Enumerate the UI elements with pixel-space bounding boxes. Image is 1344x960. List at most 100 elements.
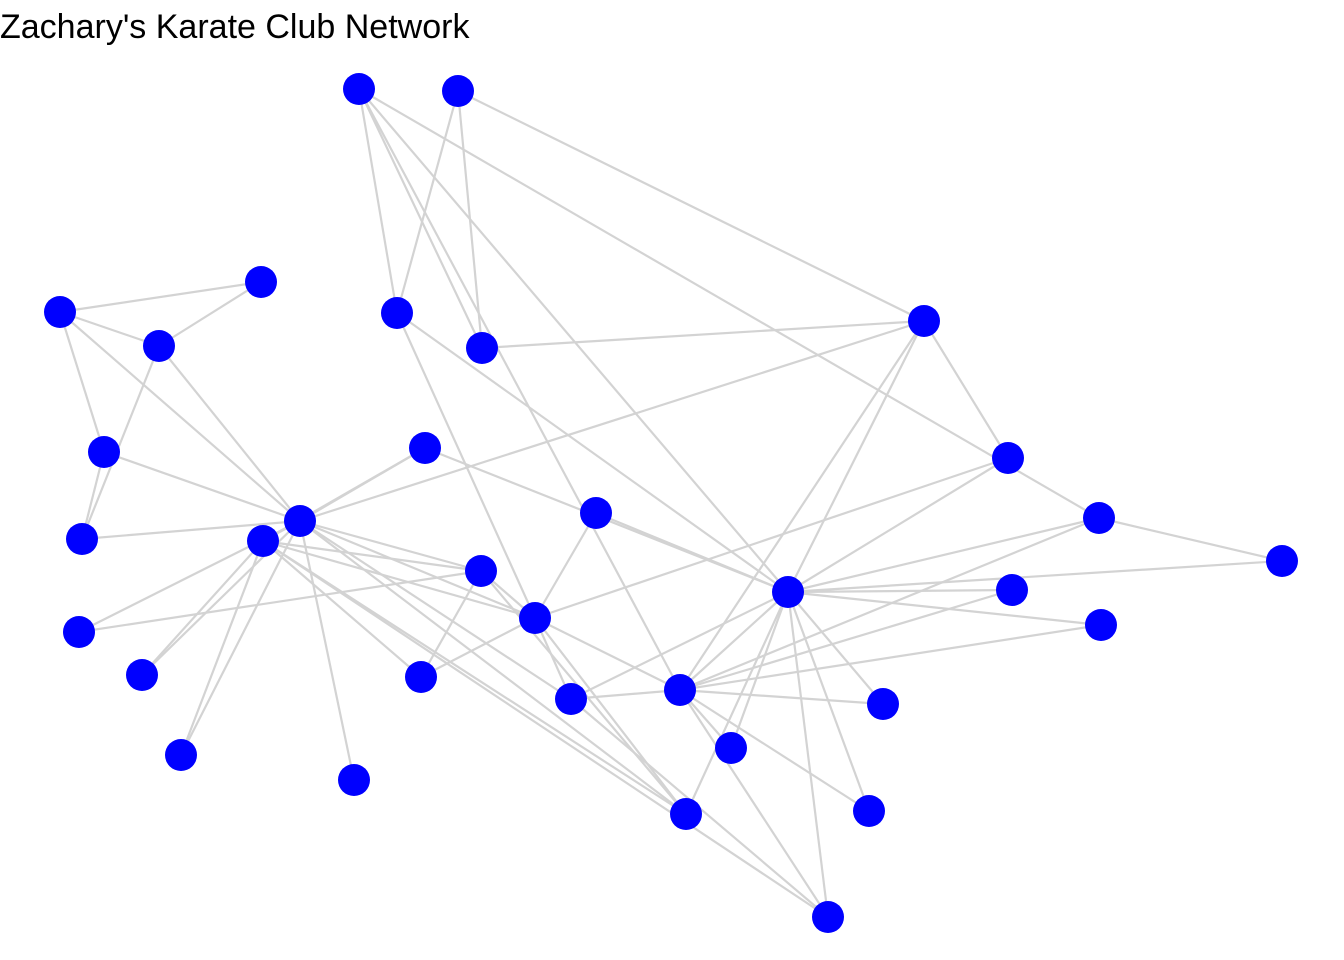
edge-n27-n34 [787, 559, 1283, 594]
edge-n4-n13 [78, 569, 482, 634]
edge-n6-n11 [58, 311, 106, 453]
edge-n31-n34 [786, 591, 830, 918]
edge-n2-n22 [179, 540, 265, 756]
node-n5 [66, 523, 98, 555]
node-n26 [466, 332, 498, 364]
edge-n1-n9 [299, 520, 572, 700]
node-n22 [165, 739, 197, 771]
node-n7 [143, 330, 175, 362]
node-n27 [1266, 545, 1298, 577]
edge-layer [58, 88, 1283, 918]
node-n33 [664, 674, 696, 706]
edge-n1-n7 [158, 345, 301, 522]
edge-n2-n8 [262, 540, 422, 678]
edge-n27-n30 [1098, 516, 1283, 563]
edge-n31-n33 [679, 689, 829, 918]
edge-n1-n32 [299, 319, 925, 523]
node-n10 [580, 497, 612, 529]
edge-n2-n14 [262, 540, 687, 815]
node-n11 [88, 436, 120, 468]
edge-n33-n34 [679, 591, 789, 691]
node-n25 [442, 75, 474, 107]
edge-n6-n17 [59, 280, 262, 314]
node-n20 [409, 432, 441, 464]
node-n28 [381, 297, 413, 329]
edge-n3-n14 [534, 617, 687, 815]
edge-n1-n3 [299, 519, 536, 620]
edge-n6-n7 [59, 310, 160, 348]
node-n16 [867, 688, 899, 720]
edge-n24-n33 [358, 88, 681, 691]
node-layer [44, 73, 1298, 933]
edge-n24-n34 [358, 88, 789, 593]
edge-n19-n34 [786, 591, 871, 812]
node-n29 [992, 442, 1024, 474]
edge-n9-n33 [570, 688, 681, 701]
edge-n21-n33 [679, 588, 1013, 692]
edge-n1-n12 [298, 520, 356, 781]
edge-n25-n32 [457, 90, 925, 322]
edge-n26-n32 [481, 319, 925, 350]
node-n21 [996, 574, 1028, 606]
edge-n19-n33 [679, 689, 870, 812]
edge-n3-n8 [420, 617, 536, 678]
edge-n23-n33 [679, 623, 1102, 692]
edge-n16-n34 [787, 591, 884, 705]
node-n6 [44, 296, 76, 328]
edge-n9-n34 [570, 591, 789, 700]
edge-n23-n34 [787, 590, 1102, 627]
edge-n2-n3 [262, 539, 536, 620]
edge-n15-n34 [729, 591, 790, 749]
edge-n29-n32 [923, 320, 1009, 459]
edge-n2-n31 [262, 540, 829, 918]
node-n12 [338, 764, 370, 796]
edge-n1-n4 [299, 519, 482, 573]
node-n23 [1085, 609, 1117, 641]
node-n15 [715, 732, 747, 764]
edge-n25-n26 [456, 90, 484, 349]
node-n17 [245, 266, 277, 298]
edge-n30-n33 [679, 516, 1100, 692]
edge-n1-n22 [180, 520, 301, 756]
edge-n21-n34 [787, 588, 1013, 594]
edge-n14-n34 [685, 591, 789, 815]
node-n4 [465, 555, 497, 587]
edge-n24-n30 [358, 88, 1100, 519]
edge-n3-n33 [534, 617, 681, 691]
node-n8 [405, 661, 437, 693]
edge-n24-n28 [357, 88, 399, 314]
node-n24 [343, 73, 375, 105]
edge-n3-n29 [534, 456, 1009, 620]
edge-n30-n34 [787, 516, 1100, 594]
edge-n2-n18 [141, 540, 264, 676]
edge-n1-n11 [103, 450, 301, 523]
edge-n1-n6 [59, 311, 301, 522]
edge-n32-n33 [679, 320, 925, 691]
node-n3 [519, 602, 551, 634]
edge-n3-n10 [534, 512, 597, 619]
node-n2 [247, 525, 279, 557]
node-n14 [670, 798, 702, 830]
node-n34 [772, 576, 804, 608]
node-n32 [908, 305, 940, 337]
edge-n16-n33 [679, 688, 884, 706]
edge-n28-n34 [396, 312, 789, 593]
edge-n24-n26 [358, 88, 483, 349]
edge-n7-n17 [158, 281, 262, 347]
node-n31 [812, 901, 844, 933]
edge-n4-n8 [420, 570, 482, 678]
edge-n1-n5 [81, 519, 301, 541]
chart-title: Zachary's Karate Club Network [0, 8, 470, 46]
edge-n3-n28 [395, 312, 537, 619]
edge-n2-n4 [262, 539, 482, 573]
node-n9 [555, 683, 587, 715]
node-n30 [1083, 502, 1115, 534]
node-n19 [853, 795, 885, 827]
edge-n29-n34 [787, 457, 1009, 593]
node-n13 [63, 616, 95, 648]
edge-n25-n28 [395, 90, 460, 314]
edge-n5-n7 [80, 345, 161, 540]
node-n18 [126, 659, 158, 691]
node-n1 [284, 505, 316, 537]
